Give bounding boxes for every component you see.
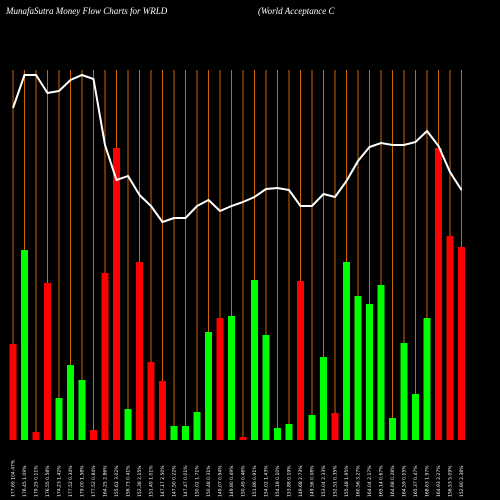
x-tick-label: 164.59 0.05% xyxy=(402,465,408,497)
bar xyxy=(308,415,316,440)
x-tick-label: 165.14 0.67% xyxy=(379,465,385,497)
x-tick-label: 177.52 0.84% xyxy=(91,465,97,497)
x-tick-label: 152.80 2.38% xyxy=(459,465,465,497)
x-tick-label: 155.48 1.95% xyxy=(344,465,350,497)
bar xyxy=(90,430,97,440)
bar xyxy=(124,409,132,440)
x-tick-label: 168.63 1.97% xyxy=(425,465,431,497)
x-tick-label: 151.86 0.91% xyxy=(252,465,258,497)
bar xyxy=(205,332,212,440)
bar xyxy=(159,381,166,440)
x-tick-label: 147.47 0.01% xyxy=(183,465,189,497)
bar xyxy=(55,398,63,440)
bar xyxy=(101,273,109,440)
bar xyxy=(400,343,408,440)
x-tick-label: 154.18 0.10% xyxy=(275,465,281,497)
bar xyxy=(423,318,431,440)
bar xyxy=(193,412,201,440)
x-tick-label: 151.49 1.01% xyxy=(149,465,155,497)
x-tick-label: 154.02 1.43% xyxy=(264,465,270,497)
x-tick-label: 147.50 0.22% xyxy=(172,465,178,497)
x-tick-label: 164.93 2.27% xyxy=(436,465,442,497)
x-tick-label: 179.00 1.58% xyxy=(80,465,86,497)
bar xyxy=(377,285,385,440)
bar xyxy=(366,304,373,440)
bar xyxy=(44,283,51,440)
bar xyxy=(343,262,350,440)
chart-title: MunafaSutra Money Flow Charts for WRLD xyxy=(5,6,168,16)
x-tick-label: 164.68 0.28% xyxy=(390,465,396,497)
bar xyxy=(262,335,270,440)
x-tick-label: 152.38 2.15% xyxy=(137,465,143,497)
bar xyxy=(412,394,419,440)
x-tick-label: 160.56 3.27% xyxy=(356,465,362,497)
x-tick-label: 147.17 2.50% xyxy=(160,465,166,497)
x-tick-label: 179.25 0.11% xyxy=(34,465,40,497)
x-tick-label: 153.04 2.33% xyxy=(321,465,327,497)
x-tick-label: 156.53 5.09% xyxy=(448,465,454,497)
x-tick-label: 177.52 0.34% xyxy=(68,465,74,497)
bar xyxy=(136,262,143,440)
x-tick-label: 152.51 0.35% xyxy=(333,465,339,497)
bar xyxy=(182,426,189,440)
x-tick-label: 153.88 0.19% xyxy=(287,465,293,497)
bar xyxy=(32,432,40,440)
x-tick-label: 149.68 2.73% xyxy=(298,465,304,497)
bar xyxy=(113,148,120,440)
x-tick-label: 150.48 0.31% xyxy=(206,465,212,497)
bar xyxy=(331,413,339,440)
bar xyxy=(435,148,442,440)
x-tick-label: 177.69 104.47% xyxy=(11,459,17,497)
bar xyxy=(9,344,17,440)
x-tick-label: 176.55 0.58% xyxy=(45,465,51,497)
x-tick-label: 155.61 3.02% xyxy=(114,465,120,497)
bar xyxy=(285,424,293,440)
bar xyxy=(67,365,74,440)
bar xyxy=(216,318,224,440)
x-tick-label: 150.49 0.46% xyxy=(241,465,247,497)
bar xyxy=(251,280,258,440)
bar xyxy=(458,247,465,440)
x-tick-label: 149.56 0.08% xyxy=(310,465,316,497)
x-tick-label: 149.80 0.49% xyxy=(229,465,235,497)
x-tick-label: 174.23 1.42% xyxy=(57,465,63,497)
bar xyxy=(354,296,362,440)
bar xyxy=(274,428,281,440)
bar xyxy=(21,250,28,440)
bar xyxy=(147,362,155,440)
bar xyxy=(446,236,454,440)
bar xyxy=(228,316,235,440)
price-line xyxy=(12,73,463,224)
bar xyxy=(78,380,86,440)
bar xyxy=(170,426,178,440)
chart-subtitle: (World Acceptance C xyxy=(258,6,335,16)
x-tick-label: 164.04 2.17% xyxy=(367,465,373,497)
bar xyxy=(239,437,247,440)
x-tick-label: 156.73 0.41% xyxy=(126,465,132,497)
x-tick-label: 150.02 1.71% xyxy=(195,465,201,497)
x-tick-label: 149.07 0.94% xyxy=(218,465,224,497)
x-tick-label: 164.25 2.86% xyxy=(103,465,109,497)
bar xyxy=(297,281,304,440)
bar xyxy=(389,418,396,440)
x-tick-label: 176.45 1.09% xyxy=(22,465,28,497)
bar xyxy=(320,357,327,440)
x-tick-label: 165.37 0.47% xyxy=(413,465,419,497)
